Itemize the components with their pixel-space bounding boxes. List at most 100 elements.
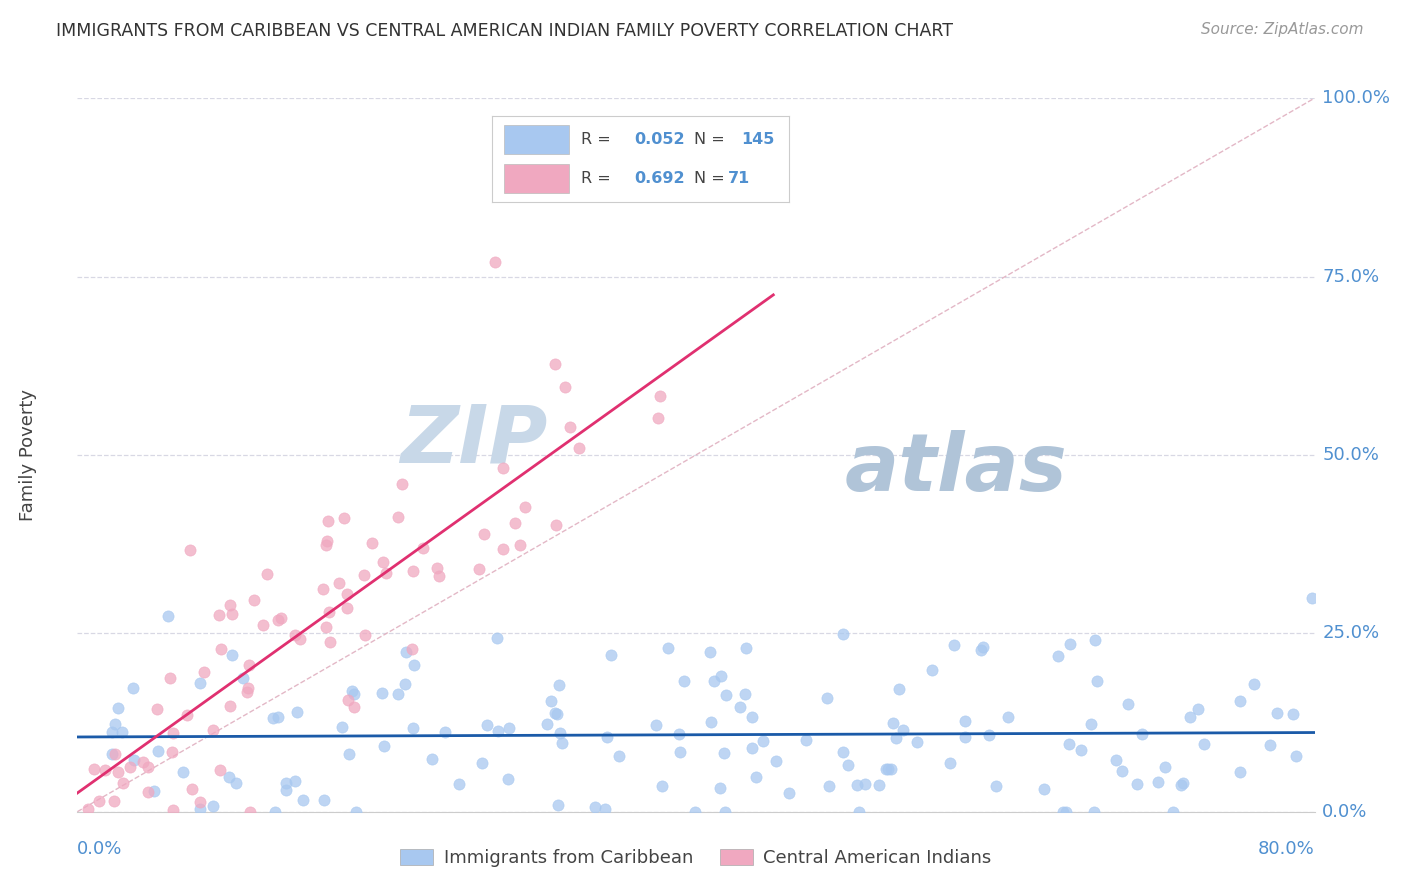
Point — [122, 753, 145, 767]
Point — [142, 784, 165, 798]
Point — [193, 665, 215, 679]
Text: atlas: atlas — [845, 430, 1067, 508]
Point — [1052, 805, 1074, 819]
Point — [745, 770, 768, 784]
Point — [104, 747, 127, 762]
Point — [1178, 709, 1201, 723]
Point — [891, 723, 914, 737]
Point — [953, 730, 976, 744]
Point — [328, 576, 350, 591]
Text: Family Poverty: Family Poverty — [18, 389, 37, 521]
Legend: Immigrants from Caribbean, Central American Indians: Immigrants from Caribbean, Central Ameri… — [394, 841, 998, 874]
Point — [1192, 737, 1215, 751]
Point — [551, 736, 574, 750]
Point — [986, 779, 1008, 793]
Point — [353, 627, 375, 641]
Point — [735, 640, 758, 655]
Point — [699, 645, 721, 659]
Point — [337, 747, 360, 762]
Point — [239, 805, 262, 819]
Point — [596, 731, 619, 745]
Point — [146, 744, 169, 758]
Point — [536, 717, 558, 731]
Point — [875, 762, 897, 776]
Point — [238, 657, 260, 672]
Point — [600, 648, 623, 662]
Point — [157, 608, 180, 623]
Point — [503, 516, 526, 530]
Point — [318, 514, 340, 528]
Point — [371, 685, 394, 699]
Point — [83, 763, 105, 777]
Point — [548, 725, 571, 739]
Point — [868, 778, 890, 792]
Point — [332, 720, 354, 734]
Point — [285, 705, 308, 719]
Point — [162, 803, 184, 817]
Point — [832, 627, 855, 641]
Point — [1046, 648, 1069, 663]
Point — [181, 781, 204, 796]
Point — [845, 778, 868, 792]
Point — [837, 758, 859, 772]
Point — [1111, 764, 1133, 779]
Point — [274, 783, 297, 797]
Point — [162, 726, 184, 740]
Point — [132, 755, 155, 769]
Point — [1267, 706, 1289, 720]
Point — [387, 509, 409, 524]
Point — [188, 795, 211, 809]
Point — [221, 607, 243, 621]
Point — [107, 701, 129, 715]
Point — [1118, 697, 1140, 711]
Point — [401, 641, 423, 656]
Point — [778, 786, 800, 800]
Point — [209, 763, 232, 777]
Point — [751, 734, 773, 748]
Point — [492, 460, 515, 475]
Point — [256, 567, 278, 582]
Point — [361, 536, 384, 550]
Point — [921, 663, 943, 677]
Point — [100, 747, 122, 761]
Point — [887, 682, 910, 697]
Point — [179, 542, 201, 557]
Point — [427, 569, 450, 583]
Point — [1032, 782, 1054, 797]
Point — [647, 411, 669, 425]
Point — [262, 711, 284, 725]
Point — [340, 684, 363, 698]
Point — [76, 801, 98, 815]
Point — [1125, 777, 1147, 791]
Point — [146, 701, 169, 715]
Point — [1170, 779, 1192, 793]
Point — [492, 541, 515, 556]
Point — [426, 561, 449, 575]
Point — [583, 800, 606, 814]
Point — [734, 687, 756, 701]
Point — [89, 794, 111, 808]
Point — [741, 740, 763, 755]
Point — [318, 605, 340, 619]
Text: Source: ZipAtlas.com: Source: ZipAtlas.com — [1201, 22, 1364, 37]
Point — [394, 677, 416, 691]
Point — [225, 776, 247, 790]
Text: 0.0%: 0.0% — [77, 840, 122, 858]
Point — [876, 762, 898, 776]
Point — [884, 731, 907, 745]
Text: 100.0%: 100.0% — [1323, 89, 1391, 107]
Point — [159, 671, 181, 685]
Point — [546, 706, 568, 721]
Point — [547, 678, 569, 692]
Point — [942, 639, 965, 653]
Point — [420, 752, 443, 766]
Point — [218, 770, 240, 784]
Point — [391, 477, 413, 491]
Point — [1243, 677, 1265, 691]
Point — [471, 756, 494, 770]
Point — [404, 657, 426, 672]
Point — [312, 582, 335, 597]
Point — [136, 760, 159, 774]
Point — [267, 710, 290, 724]
Point — [221, 648, 243, 662]
